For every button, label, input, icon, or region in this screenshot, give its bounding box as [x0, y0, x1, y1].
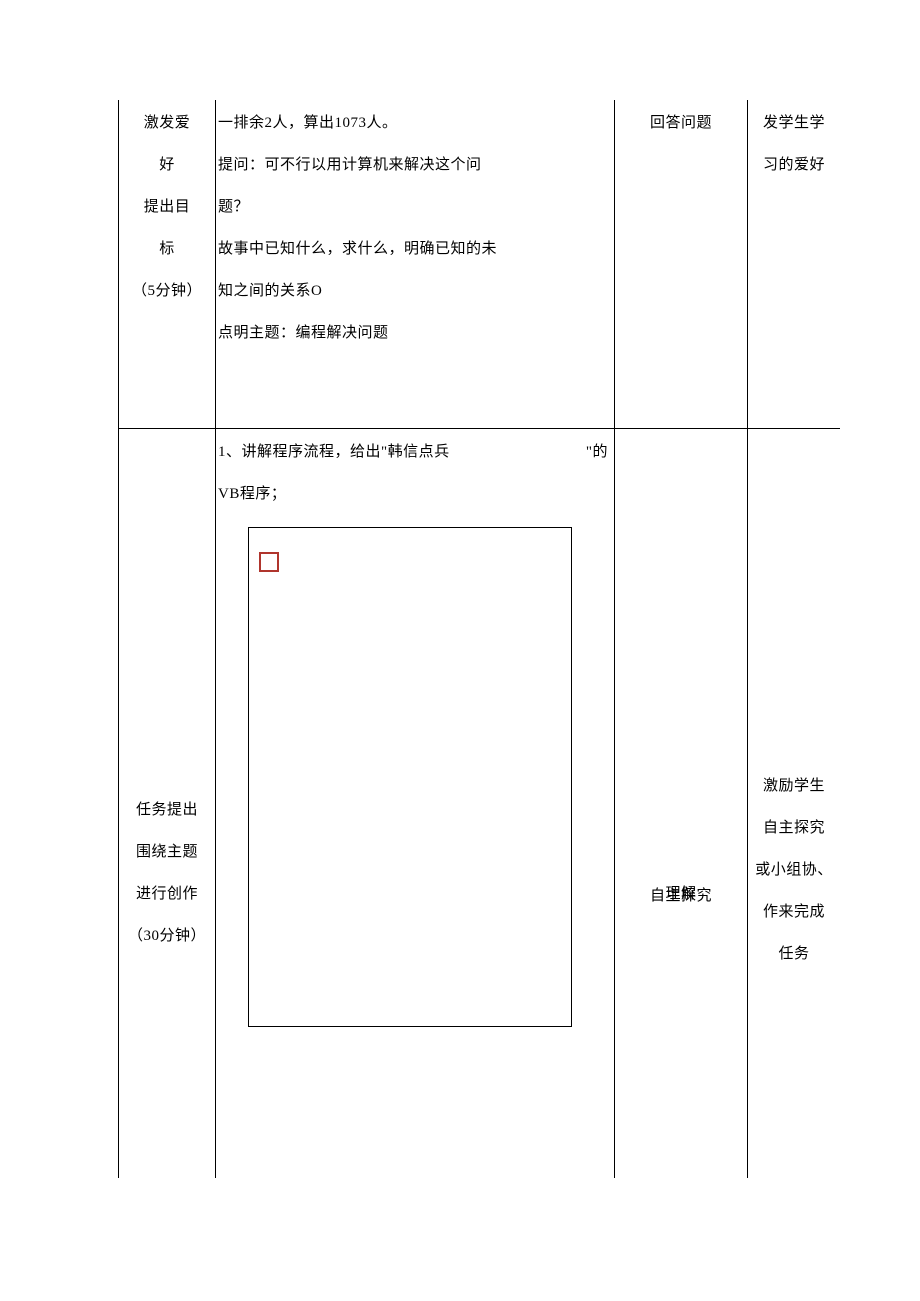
intent-line: 习的爱好 — [752, 144, 836, 186]
activity-text: 知之间的关系O — [218, 270, 608, 312]
student-activity-text: 回答问题 — [619, 102, 743, 144]
table-row: 任务提出 围绕主题 进行创作 （30分钟） 1、讲解程序流程，给出"韩信点兵 "… — [119, 428, 841, 1178]
cell-student-activity: 理解 自主探究 — [615, 428, 748, 1178]
cell-intent: 发学生学 习的爱好 — [748, 100, 841, 428]
activity-text: 提问：可不行以用计算机来解决这个问 — [218, 144, 608, 186]
intent-line: 任务 — [752, 933, 836, 975]
stage-line: 任务提出 — [123, 789, 211, 831]
page: 激发爱 好 提出目 标 （5分钟） 一排余2人，算出1073人。 提问：可不行以… — [0, 0, 920, 1301]
activity-text-left: 1、讲解程序流程，给出"韩信点兵 — [218, 431, 450, 473]
flowchart-placeholder-box — [248, 527, 572, 1027]
activity-text: 题？ — [218, 186, 608, 228]
table-row: 激发爱 好 提出目 标 （5分钟） 一排余2人，算出1073人。 提问：可不行以… — [119, 100, 841, 428]
stage-line: 进行创作 — [123, 873, 211, 915]
student-activity-text: 自主探究 — [615, 875, 747, 917]
intent-line: 发学生学 — [752, 102, 836, 144]
stage-line: 围绕主题 — [123, 831, 211, 873]
stage-line: 提出目 — [123, 186, 211, 228]
cell-teacher-activity: 1、讲解程序流程，给出"韩信点兵 "的 VB程序； — [216, 428, 615, 1178]
activity-text: VB程序； — [218, 473, 608, 515]
activity-text-right: "的 — [586, 431, 608, 473]
lesson-plan-table: 激发爱 好 提出目 标 （5分钟） 一排余2人，算出1073人。 提问：可不行以… — [118, 100, 840, 1178]
cell-stage: 激发爱 好 提出目 标 （5分钟） — [119, 100, 216, 428]
intent-line: 自主探究 — [752, 807, 836, 849]
activity-text: 1、讲解程序流程，给出"韩信点兵 "的 — [218, 431, 608, 473]
intent-line: 作来完成 — [752, 891, 836, 933]
activity-text: 一排余2人，算出1073人。 — [218, 102, 608, 144]
stage-line: （30分钟） — [123, 915, 211, 957]
intent-line: 激励学生 — [752, 765, 836, 807]
cell-teacher-activity: 一排余2人，算出1073人。 提问：可不行以用计算机来解决这个问 题？ 故事中已… — [216, 100, 615, 428]
activity-text: 点明主题：编程解决问题 — [218, 312, 608, 354]
intent-line: 或小组协、 — [752, 849, 836, 891]
cell-intent: 激励学生 自主探究 或小组协、 作来完成 任务 — [748, 428, 841, 1178]
stage-line: 激发爱 — [123, 102, 211, 144]
stage-line: （5分钟） — [123, 270, 211, 312]
activity-text: 故事中已知什么，求什么，明确已知的未 — [218, 228, 608, 270]
stage-line: 好 — [123, 144, 211, 186]
cell-stage: 任务提出 围绕主题 进行创作 （30分钟） — [119, 428, 216, 1178]
start-node-icon — [259, 552, 279, 572]
stage-line: 标 — [123, 228, 211, 270]
cell-student-activity: 回答问题 — [615, 100, 748, 428]
